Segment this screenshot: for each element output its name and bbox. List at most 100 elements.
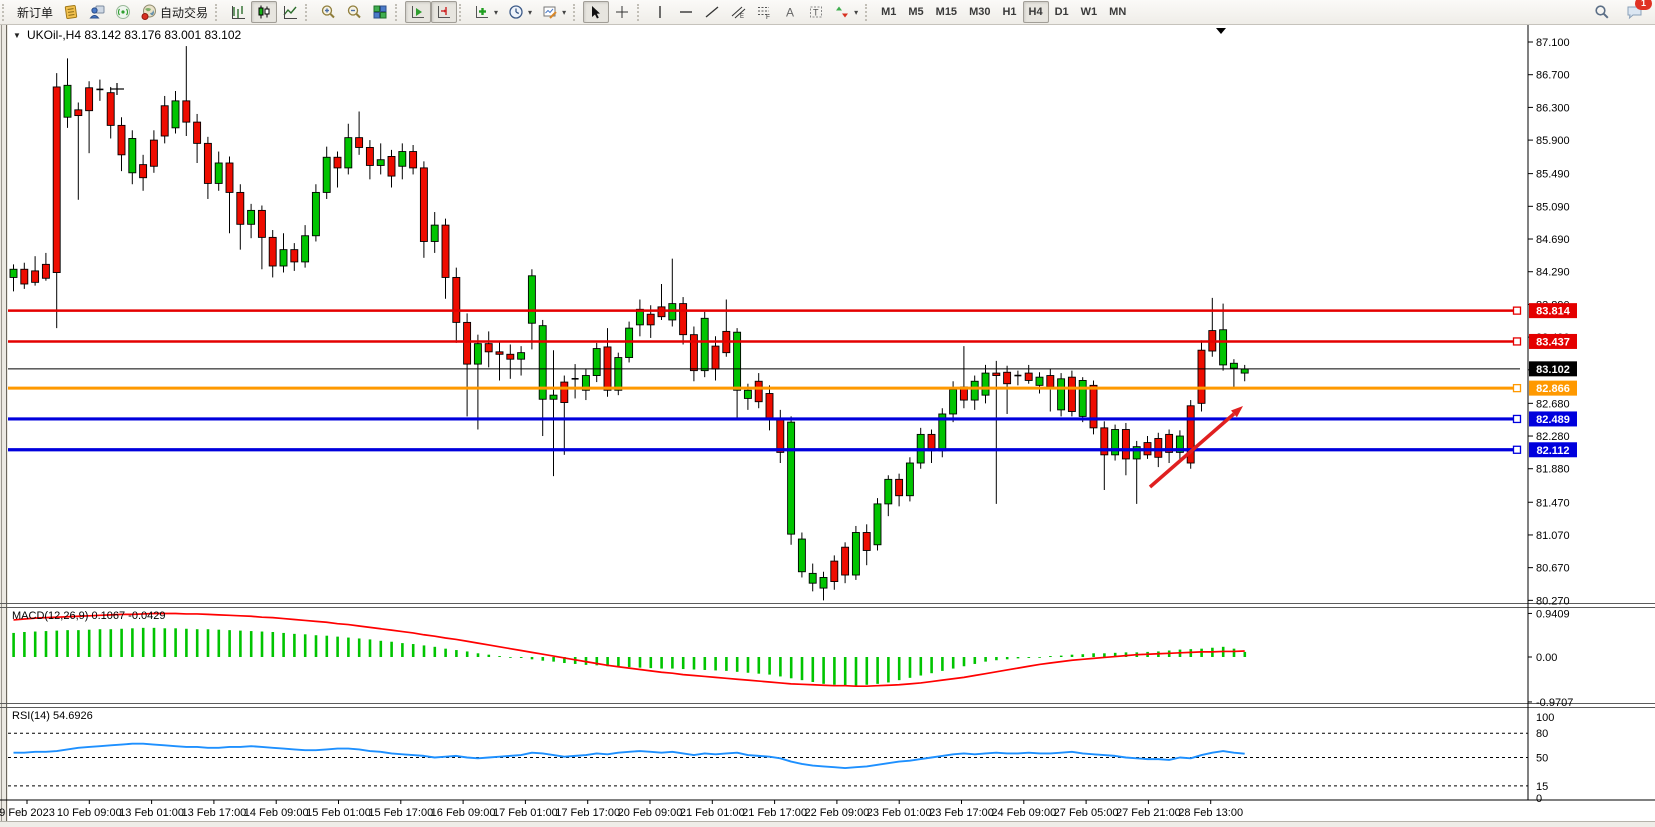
chart-shift-button[interactable] [431, 1, 458, 23]
fibonacci-button[interactable]: F [751, 1, 777, 23]
svg-text:0.9409: 0.9409 [1536, 608, 1570, 620]
notifications-button[interactable]: 1 [1621, 0, 1652, 23]
svg-text:82.112: 82.112 [1536, 445, 1569, 457]
autotrading-button[interactable]: 自动交易 [136, 1, 213, 23]
line-chart-button[interactable] [277, 1, 303, 23]
indicators-button[interactable]: ▾ [469, 1, 503, 23]
zoom-out-button[interactable] [341, 1, 367, 23]
new-order-label: 新订单 [17, 5, 54, 20]
trend-arrow-annotation[interactable] [1148, 406, 1243, 489]
notification-badge: 1 [1635, 0, 1652, 10]
search-icon [1594, 4, 1610, 20]
svg-text:15: 15 [1536, 781, 1548, 793]
vertical-line-button[interactable] [647, 1, 673, 23]
crosshair-button[interactable] [609, 1, 635, 23]
toolbar-grip[interactable] [305, 3, 312, 21]
svg-text:16 Feb 09:00: 16 Feb 09:00 [431, 807, 496, 819]
signals-icon [115, 4, 131, 20]
journal-icon [63, 4, 79, 20]
trendline-button[interactable] [699, 1, 725, 23]
svg-text:80.670: 80.670 [1536, 563, 1570, 575]
svg-text:83.814: 83.814 [1536, 306, 1571, 318]
svg-text:50: 50 [1536, 753, 1548, 765]
tile-windows-button[interactable] [367, 1, 393, 23]
line-chart-icon [282, 4, 298, 20]
text-button[interactable]: A [777, 1, 803, 23]
profile-icon [89, 4, 105, 20]
chevron-down-icon: ▾ [854, 7, 859, 17]
toolbar-grip[interactable] [2, 3, 9, 21]
chevron-down-icon: ▾ [528, 7, 533, 17]
auto-scroll-button[interactable] [405, 1, 432, 23]
chart-shift-marker [1216, 28, 1226, 34]
text-label-button[interactable]: T [803, 1, 829, 23]
chevron-down-icon: ▾ [494, 7, 499, 17]
bar-chart-button[interactable] [225, 1, 251, 23]
svg-text:23 Feb 17:00: 23 Feb 17:00 [929, 807, 994, 819]
tab-timeframe-W1[interactable]: W1 [1080, 6, 1098, 18]
periods-button[interactable]: ▾ [503, 1, 537, 23]
zoom-in-button[interactable] [315, 1, 341, 23]
toolbar-grip[interactable] [215, 3, 222, 21]
text-label-icon: T [808, 4, 824, 20]
ohlc-values: 83.142 83.176 83.001 83.102 [84, 28, 242, 42]
cursor-button[interactable] [583, 1, 610, 23]
horizontal-line-button[interactable] [673, 1, 699, 23]
vertical-line-icon [652, 4, 668, 20]
tab-timeframe-M1[interactable]: M1 [881, 6, 897, 18]
toolbar-grip[interactable] [865, 3, 872, 21]
tab-timeframe-M5[interactable]: M5 [908, 6, 924, 18]
toolbar-grip[interactable] [573, 3, 580, 21]
clock-icon [508, 4, 524, 20]
svg-text:27 Feb 05:00: 27 Feb 05:00 [1054, 807, 1119, 819]
autotrading-label: 自动交易 [160, 5, 209, 20]
arrows-button[interactable]: ▾ [829, 1, 863, 23]
journal-button[interactable] [58, 1, 84, 23]
template-icon [542, 4, 558, 20]
chart-symbol-ohlc: UKOil-,H4 83.142 83.176 83.001 83.102 [27, 28, 241, 42]
one-click-trading-arrow[interactable]: ▼ [13, 31, 21, 40]
profile-button[interactable] [84, 1, 110, 23]
fibonacci-icon: F [756, 4, 772, 21]
new-order-button[interactable]: 新订单 [12, 1, 58, 23]
svg-text:83.102: 83.102 [1536, 364, 1570, 376]
text-a-icon: A [782, 4, 798, 20]
toolbar-grip[interactable] [395, 3, 402, 21]
svg-text:0.00: 0.00 [1536, 652, 1557, 664]
tab-timeframe-H1[interactable]: H1 [1002, 6, 1017, 18]
svg-text:24 Feb 09:00: 24 Feb 09:00 [991, 807, 1056, 819]
crosshair-icon [614, 4, 630, 20]
zoom-in-icon [320, 4, 336, 20]
toolbar-grip[interactable] [459, 3, 466, 21]
svg-text:10 Feb 09:00: 10 Feb 09:00 [57, 807, 122, 819]
tab-timeframe-D1[interactable]: D1 [1054, 6, 1069, 18]
add-indicator-icon [474, 4, 490, 20]
svg-text:82.680: 82.680 [1536, 398, 1570, 410]
svg-text:17 Feb 01:00: 17 Feb 01:00 [493, 807, 558, 819]
svg-text:22 Feb 09:00: 22 Feb 09:00 [804, 807, 869, 819]
tab-timeframe-M30[interactable]: M30 [969, 6, 991, 18]
tab-timeframe-MN[interactable]: MN [1109, 6, 1127, 18]
price-chart[interactable]: 87.100 86.700 86.300 85.900 85.490 85.090 84.6… [0, 24, 1655, 827]
svg-text:85.090: 85.090 [1536, 201, 1570, 213]
svg-text:13 Feb 01:00: 13 Feb 01:00 [119, 807, 184, 819]
svg-text:86.700: 86.700 [1536, 70, 1570, 82]
candlestick-chart-icon [256, 4, 272, 20]
svg-text:81.470: 81.470 [1536, 497, 1570, 509]
svg-text:85.490: 85.490 [1536, 169, 1570, 181]
svg-text:84.690: 84.690 [1536, 234, 1570, 246]
svg-text:82.489: 82.489 [1536, 414, 1570, 426]
timeframe-group: M1 M5 M15 M30 H1 H4 D1 W1 MN [875, 1, 1132, 23]
svg-text:13 Feb 17:00: 13 Feb 17:00 [181, 807, 246, 819]
signals-button[interactable] [110, 1, 136, 23]
toolbar-grip[interactable] [637, 3, 644, 21]
tab-timeframe-M15[interactable]: M15 [935, 6, 958, 18]
tab-timeframe-H4[interactable]: H4 [1022, 1, 1049, 23]
search-button[interactable] [1589, 1, 1615, 23]
candlestick-chart-button[interactable] [251, 1, 278, 23]
svg-text:15 Feb 17:00: 15 Feb 17:00 [368, 807, 433, 819]
auto-scroll-icon [410, 4, 426, 20]
templates-button[interactable]: ▾ [537, 1, 571, 23]
channel-button[interactable]: E [725, 1, 751, 23]
svg-text:F: F [766, 14, 770, 20]
